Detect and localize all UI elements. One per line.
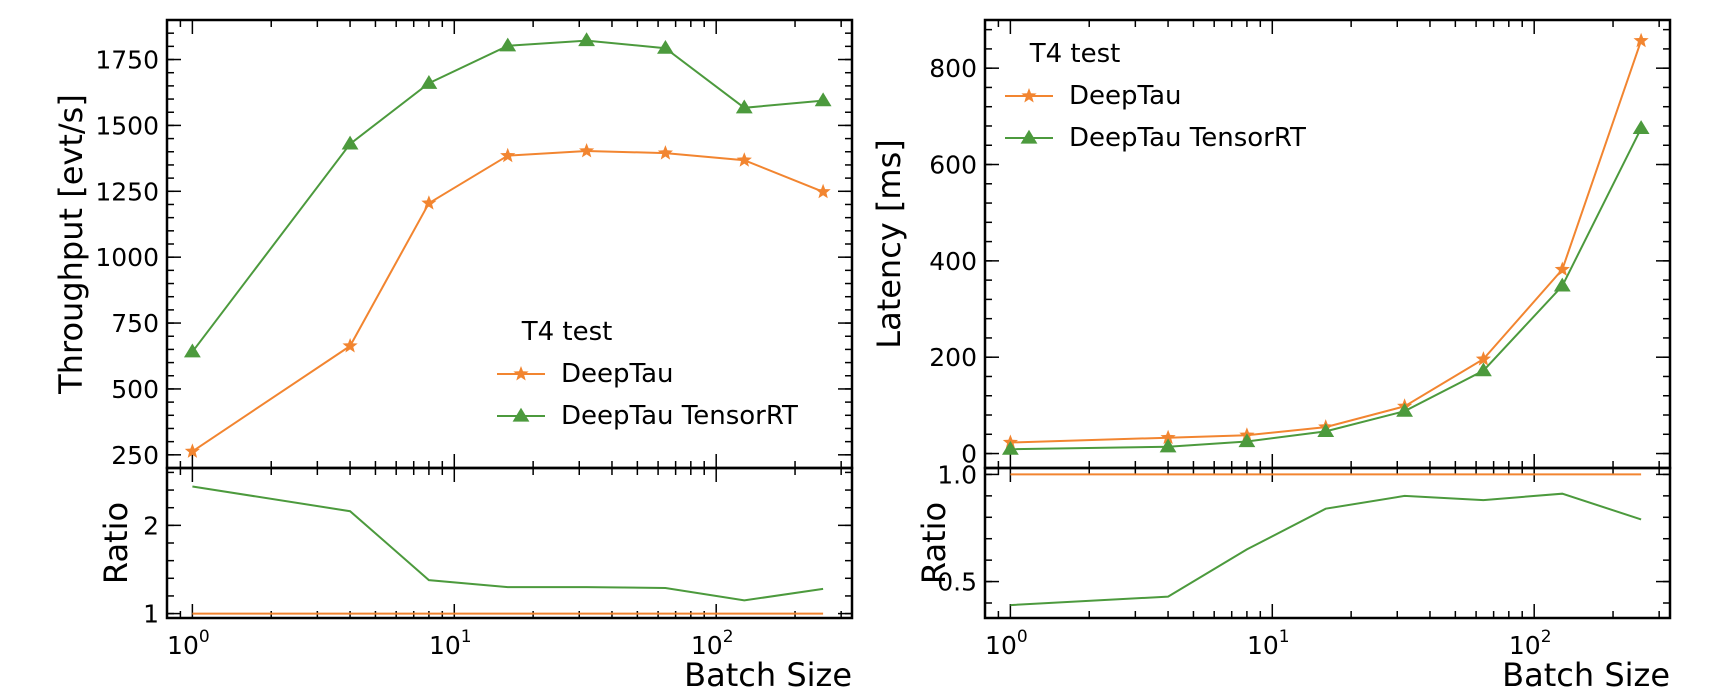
data-point <box>578 32 595 47</box>
data-point <box>1159 438 1177 453</box>
data-point <box>1001 440 1019 455</box>
data-point <box>1475 362 1492 377</box>
legend-label: DeepTau TensorRT <box>561 401 798 431</box>
x-tick-label: 102 <box>691 627 734 660</box>
y-tick-label: 800 <box>929 54 977 83</box>
x-tick-label: 101 <box>1247 627 1290 660</box>
ratio-y-tick-label: 1.0 <box>937 460 977 489</box>
data-point <box>735 99 753 114</box>
series-line <box>1010 127 1642 451</box>
data-point <box>1160 429 1176 445</box>
data-point <box>421 195 437 210</box>
data-point <box>500 147 516 163</box>
y-tick-label: 1750 <box>95 46 159 75</box>
data-point <box>657 145 673 160</box>
ratio-y-tick-label: 0.5 <box>937 568 977 597</box>
data-point <box>499 37 517 52</box>
data-point <box>1553 277 1571 292</box>
y-axis-label: Latency [ms] <box>870 139 908 348</box>
data-point <box>657 39 674 54</box>
series-deeptau-tensorrt <box>183 32 832 358</box>
data-point <box>814 92 832 107</box>
x-axis-label: Batch Size <box>1502 656 1670 694</box>
ratio-y-tick-label: 2 <box>143 511 159 540</box>
x-tick-label: 102 <box>1509 627 1552 660</box>
y-tick-label: 750 <box>111 309 159 338</box>
series-deeptau <box>184 143 831 458</box>
y-tick-label: 1250 <box>95 177 159 206</box>
x-tick-label: 100 <box>167 627 210 660</box>
legend: T4 test DeepTau DeepTau TensorRT <box>497 317 798 431</box>
series-line <box>191 149 824 453</box>
data-point <box>342 338 358 353</box>
data-point <box>1475 351 1491 366</box>
y-tick-label: 1000 <box>95 243 159 272</box>
data-point <box>1554 261 1570 276</box>
data-point <box>184 443 200 458</box>
legend-marker <box>1021 88 1037 103</box>
data-point <box>1317 423 1335 437</box>
y-axis-label: Throughput [evt/s] <box>52 94 90 395</box>
data-point <box>420 75 438 89</box>
y-tick-label: 0 <box>961 440 977 469</box>
legend-marker <box>513 366 529 381</box>
panel-1: 250 500 750 1000 1250 1500 1750 1 2 100 101 102 Thro… <box>52 18 854 694</box>
y-tick-label: 600 <box>929 151 977 180</box>
y-tick-label: 1500 <box>95 111 159 140</box>
data-point <box>1396 402 1413 417</box>
ratio-y-tick-label: 1 <box>143 600 159 629</box>
y-tick-label: 400 <box>929 247 977 276</box>
legend-label: DeepTau TensorRT <box>1069 123 1306 153</box>
data-point <box>1632 120 1650 134</box>
ratio-line-deeptau-tensorrt <box>1010 492 1642 607</box>
legend-label: DeepTau <box>1069 81 1182 111</box>
data-point <box>1238 433 1256 448</box>
panel-2: 0 200 400 600 800 0.5 1.0 100 101 102 Latency [ms]… <box>870 18 1672 694</box>
legend-label: DeepTau <box>561 359 674 389</box>
ratio-axis-label: Ratio <box>97 502 135 584</box>
ratio-axes-frame <box>983 466 1672 620</box>
y-tick-label: 200 <box>929 343 977 372</box>
x-tick-label: 101 <box>429 627 472 660</box>
ratio-axis-label: Ratio <box>915 502 953 584</box>
legend-marker <box>1020 129 1038 144</box>
legend-marker <box>512 407 530 422</box>
data-point <box>815 183 831 199</box>
y-tick-label: 250 <box>111 441 159 470</box>
x-axis-label: Batch Size <box>684 656 852 694</box>
data-point <box>736 152 752 167</box>
legend-title: T4 test <box>521 317 613 347</box>
y-tick-label: 500 <box>111 375 159 404</box>
data-point <box>579 143 595 158</box>
ratio-axes-frame <box>165 466 854 620</box>
series-line <box>1010 40 1643 444</box>
ratio-line-deeptau-tensorrt <box>192 485 824 602</box>
x-tick-label: 100 <box>985 627 1028 660</box>
legend: T4 test DeepTau DeepTau TensorRT <box>1005 39 1306 153</box>
series-line <box>191 39 824 353</box>
data-point <box>183 343 201 358</box>
legend-title: T4 test <box>1029 39 1121 69</box>
data-point <box>341 135 359 150</box>
data-point <box>1633 32 1649 48</box>
series-deeptau-tensorrt <box>1001 120 1650 455</box>
